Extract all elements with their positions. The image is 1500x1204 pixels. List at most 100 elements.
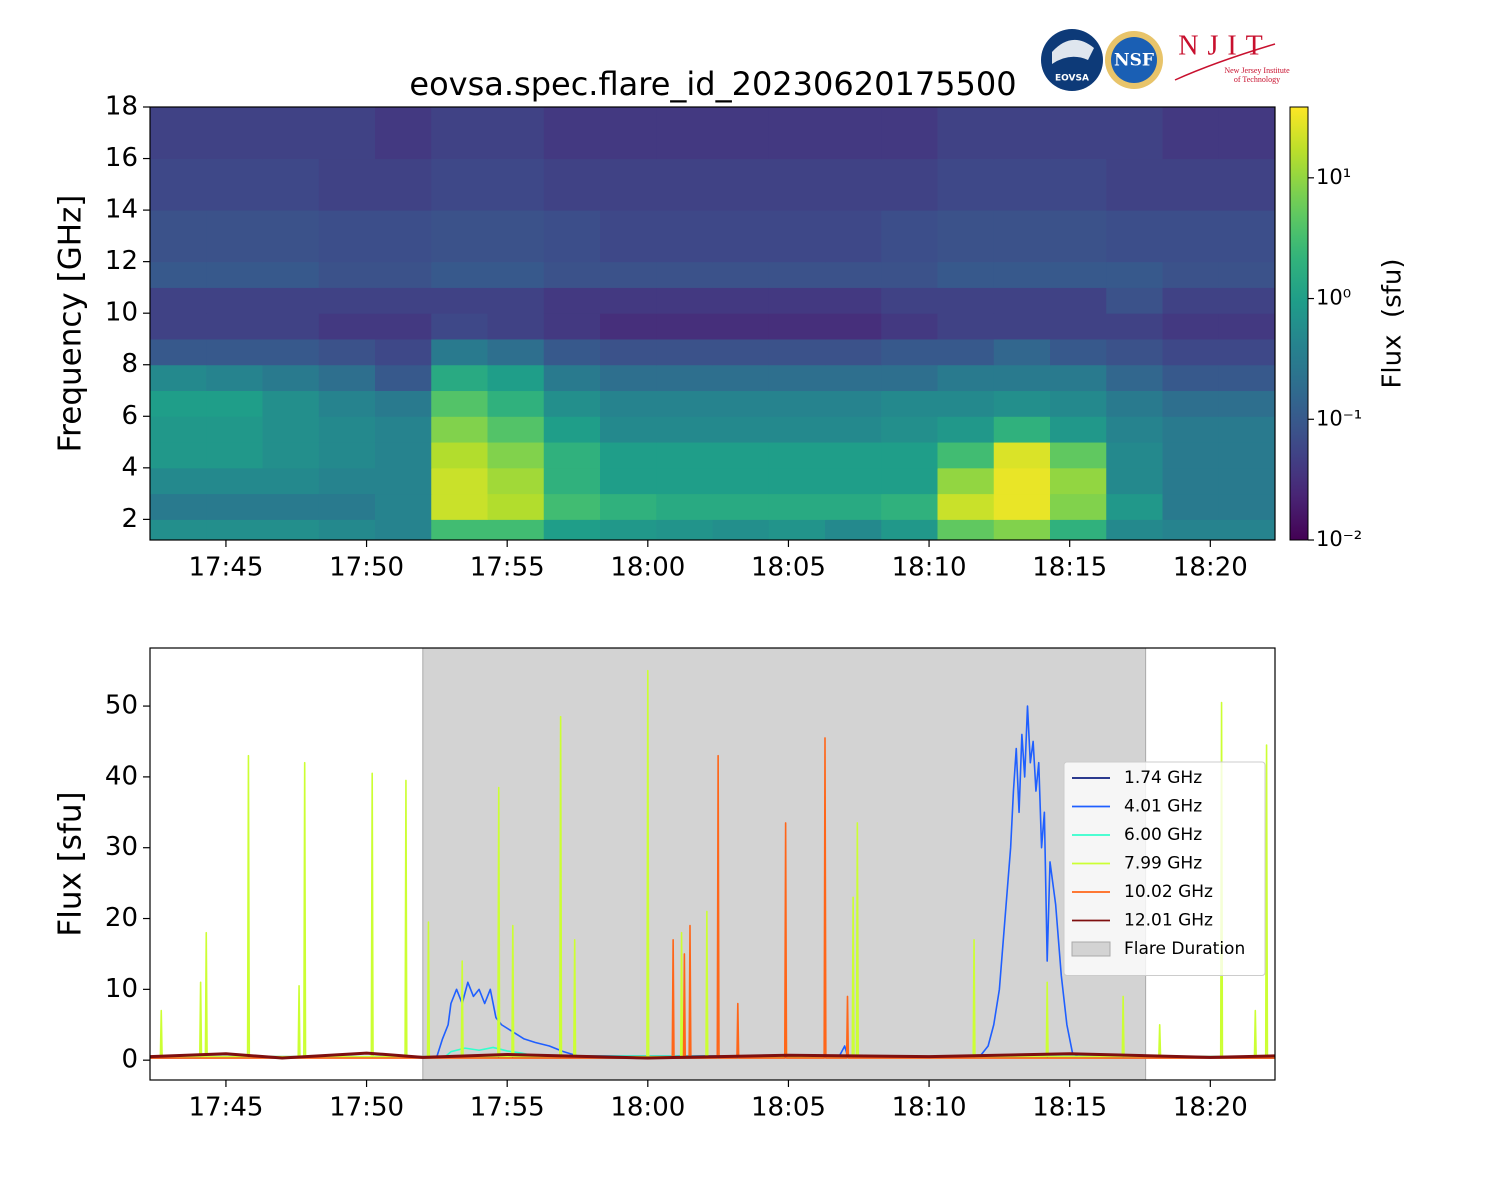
heatmap-cell	[881, 442, 938, 469]
y-tick-label: 4	[121, 452, 138, 482]
heatmap-cell	[262, 261, 320, 288]
heatmap-cell	[712, 107, 770, 160]
heatmap-cell	[1050, 416, 1107, 443]
heatmap-cell	[262, 364, 320, 392]
heatmap-cell	[768, 158, 826, 211]
heatmap-cell	[206, 158, 263, 211]
y-tick-label: 10	[105, 974, 138, 1004]
heatmap-cell	[262, 467, 320, 495]
heatmap-cell	[937, 210, 995, 263]
heatmap-cell	[1050, 364, 1107, 392]
nsf-text: NSF	[1114, 51, 1154, 71]
heatmap-cell	[262, 210, 320, 263]
heatmap-cell	[318, 313, 376, 340]
heatmap-cell	[993, 313, 1051, 340]
heatmap-cell	[543, 442, 601, 469]
heatmap-cell	[206, 287, 263, 314]
heatmap-cell	[431, 416, 488, 443]
heatmap-cell	[262, 416, 320, 443]
heatmap-cell	[150, 364, 207, 392]
heatmap-cell	[600, 210, 657, 263]
heatmap-cell	[712, 493, 770, 520]
heatmap-cell	[431, 519, 488, 540]
heatmap-cell	[375, 493, 432, 520]
heatmap-cell	[993, 210, 1051, 263]
heatmap-cell	[543, 107, 601, 160]
colorbar	[1289, 106, 1309, 541]
heatmap-cell	[431, 338, 488, 366]
heatmap-cell	[825, 107, 882, 160]
heatmap-cell	[1162, 107, 1220, 160]
heatmap-cell	[993, 364, 1051, 392]
njit-text: NJIT	[1178, 30, 1272, 61]
y-tick-label: 18	[105, 92, 138, 122]
heatmap-cell	[318, 364, 376, 392]
heatmap-cell	[487, 519, 545, 540]
heatmap-cell	[825, 416, 882, 443]
heatmap-cell	[881, 364, 938, 392]
heatmap-cell	[262, 107, 320, 160]
heatmap-cell	[1218, 107, 1275, 160]
heatmap-cell	[375, 287, 432, 314]
heatmap-cell	[712, 442, 770, 469]
heatmap-cell	[375, 416, 432, 443]
heatmap-cell	[206, 390, 263, 417]
heatmap-cell	[712, 416, 770, 443]
heatmap-cell	[1218, 261, 1275, 288]
y-tick-label: 2	[121, 504, 138, 534]
heatmap-cell	[150, 519, 207, 540]
heatmap-cell	[1050, 467, 1107, 495]
heatmap-cell	[937, 390, 995, 417]
heatmap-cell	[431, 107, 488, 160]
heatmap-cell	[881, 107, 938, 160]
heatmap-cell	[656, 390, 713, 417]
heatmap-cell	[206, 519, 263, 540]
heatmap-cell	[993, 493, 1051, 520]
heatmap-cell	[262, 158, 320, 211]
heatmap-cell	[768, 210, 826, 263]
heatmap-cell	[656, 493, 713, 520]
heatmap-cell	[150, 338, 207, 366]
heatmap-cell	[431, 313, 488, 340]
heatmap-cell	[543, 158, 601, 211]
heatmap-cell	[712, 261, 770, 288]
heatmap-cell	[318, 338, 376, 366]
heatmap-cell	[712, 338, 770, 366]
heatmap-cell	[543, 313, 601, 340]
heatmap-cell	[937, 287, 995, 314]
x-tick-label: 18:20	[1173, 553, 1248, 583]
heatmap-cell	[600, 107, 657, 160]
heatmap-cell	[487, 210, 545, 263]
heatmap-cell	[1106, 210, 1163, 263]
heatmap-cell	[768, 416, 826, 443]
heatmap-cell	[150, 467, 207, 495]
heatmap-cell	[375, 442, 432, 469]
heatmap-cell	[150, 416, 207, 443]
y-tick-label: 14	[105, 195, 138, 225]
legend-label: 10.02 GHz	[1124, 882, 1213, 902]
y-tick-label: 30	[105, 832, 138, 862]
heatmap-cell	[712, 287, 770, 314]
heatmap-cell	[1218, 442, 1275, 469]
heatmap-cell	[656, 210, 713, 263]
y-tick-label: 40	[105, 761, 138, 791]
x-tick-label: 18:10	[892, 553, 967, 583]
heatmap-cell	[712, 210, 770, 263]
heatmap-cell	[768, 519, 826, 540]
heatmap-cell	[1162, 364, 1220, 392]
heatmap-cell	[150, 158, 207, 211]
heatmap-cell	[825, 287, 882, 314]
heatmap-cell	[993, 416, 1051, 443]
heatmap-cell	[375, 364, 432, 392]
heatmap-cell	[431, 442, 488, 469]
plot-area	[150, 648, 1275, 1080]
heatmap-cell	[768, 313, 826, 340]
legend-label: 1.74 GHz	[1124, 768, 1202, 788]
heatmap-cell	[768, 287, 826, 314]
heatmap-cell	[993, 261, 1051, 288]
heatmap-cell	[993, 442, 1051, 469]
heatmap-cell	[150, 261, 207, 288]
heatmap-cell	[1106, 313, 1163, 340]
heatmap-cell	[1106, 442, 1163, 469]
